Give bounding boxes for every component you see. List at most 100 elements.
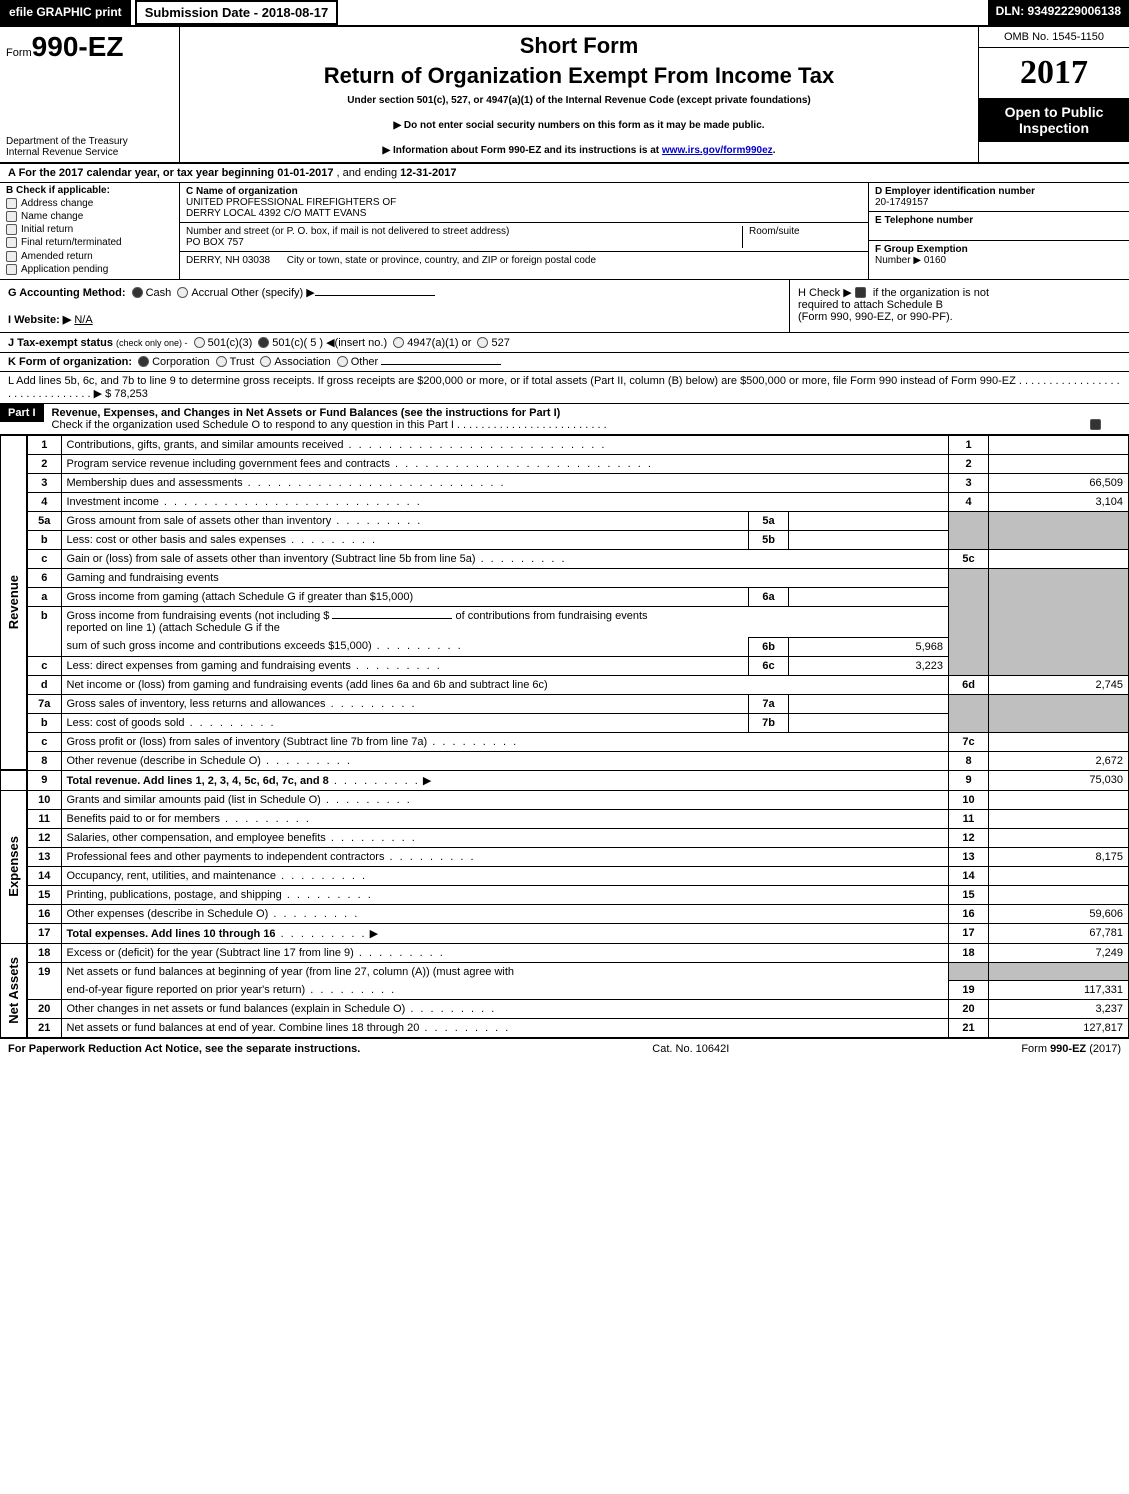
dots [390,458,653,470]
right-num: 5c [949,549,989,568]
chk-label: Address change [21,198,93,209]
shaded-cell [989,511,1129,549]
dots [185,717,276,729]
checkbox-icon [6,237,17,248]
line-a-pre: A For the 2017 calendar year, or tax yea… [8,167,277,179]
line-desc: Contributions, gifts, grants, and simila… [67,439,344,451]
table-row: d Net income or (loss) from gaming and f… [1,675,1129,694]
line-num: 3 [27,473,61,492]
opt-527: 527 [491,337,509,349]
radio-501c3-icon[interactable] [194,337,205,348]
fundraising-amount-input[interactable] [332,618,452,619]
right-num: 10 [949,790,989,809]
table-row: end-of-year figure reported on prior yea… [1,981,1129,1000]
checkbox-icon [6,211,17,222]
open-public-l2: Inspection [983,120,1125,136]
chk-amended-return[interactable]: Amended return [6,251,173,262]
side-label-netassets: Net Assets [1,943,28,1038]
dots [286,534,377,546]
line-num: 6 [27,568,61,587]
side-empty [1,770,28,790]
h-line3: (Form 990, 990-EZ, or 990-PF). [798,311,953,323]
header-left: Form990-EZ Department of the Treasury In… [0,27,180,162]
chk-schedule-o-icon[interactable] [1090,419,1101,430]
shaded-cell [989,694,1129,732]
form-header: Form990-EZ Department of the Treasury In… [0,27,1129,164]
line-desc: Less: cost of goods sold [67,717,185,729]
f-group-value: 0160 [924,255,946,266]
chk-h-icon[interactable] [855,287,866,298]
radio-4947-icon[interactable] [393,337,404,348]
e-label: E Telephone number [875,215,973,226]
line-num: 9 [27,770,61,790]
room-suite-label: Room/suite [749,226,800,237]
sub-value [789,713,949,732]
street-value: PO BOX 757 [186,237,244,248]
city-label: City or town, state or province, country… [287,255,596,266]
line-desc: Program service revenue including govern… [67,458,390,470]
form-prefix: Form [6,47,32,59]
other-k-input[interactable] [381,364,501,365]
line-desc: Less: direct expenses from gaming and fu… [67,660,351,672]
sub-value: 3,223 [789,656,949,675]
return-title: Return of Organization Exempt From Incom… [190,63,968,89]
line-num: 16 [27,904,61,923]
radio-527-icon[interactable] [477,337,488,348]
efile-print-button[interactable]: efile GRAPHIC print [0,0,131,25]
line-desc: Other revenue (describe in Schedule O) [67,755,261,767]
sub-num: 6c [749,656,789,675]
line-desc: Other expenses (describe in Schedule O) [67,908,269,920]
line-a-tax-year: A For the 2017 calendar year, or tax yea… [0,164,1129,183]
radio-501c-icon[interactable] [258,337,269,348]
radio-other-icon[interactable] [337,356,348,367]
line-num: 11 [27,809,61,828]
chk-final-return[interactable]: Final return/terminated [6,237,173,248]
line-value [989,885,1129,904]
col-def: D Employer identification number 20-1749… [869,183,1129,279]
dots [354,947,445,959]
chk-address-change[interactable]: Address change [6,198,173,209]
chk-application-pending[interactable]: Application pending [6,264,173,275]
line-value: 66,509 [989,473,1129,492]
right-num: 1 [949,435,989,454]
chk-name-change[interactable]: Name change [6,211,173,222]
chk-initial-return[interactable]: Initial return [6,224,173,235]
opt-other: Other (specify) ▶ [231,287,315,299]
dots [405,1003,496,1015]
g-label: G Accounting Method: [8,287,126,299]
header-center: Short Form Return of Organization Exempt… [180,27,979,162]
line-value: 3,104 [989,492,1129,511]
right-num: 4 [949,492,989,511]
line-num: 17 [27,923,61,943]
footer-right-pre: Form [1021,1043,1050,1055]
right-num: 3 [949,473,989,492]
line-num: 12 [27,828,61,847]
sub-value [789,587,949,606]
l-text: L Add lines 5b, 6c, and 7b to line 9 to … [8,375,1120,400]
radio-cash-icon[interactable] [132,287,143,298]
row-l-gross-receipts: L Add lines 5b, 6c, and 7b to line 9 to … [0,372,1129,404]
radio-corp-icon[interactable] [138,356,149,367]
radio-accrual-icon[interactable] [177,287,188,298]
form-number: Form990-EZ [6,31,173,63]
other-specify-input[interactable] [315,295,435,296]
col-b-checkboxes: B Check if applicable: Address change Na… [0,183,180,279]
sub-num: 5b [749,530,789,549]
footer-right-bold: 990-EZ [1050,1043,1086,1055]
header-right: OMB No. 1545-1150 2017 Open to Public In… [979,27,1129,162]
line-desc: Gross profit or (loss) from sales of inv… [67,736,428,748]
radio-assoc-icon[interactable] [260,356,271,367]
dots [326,832,417,844]
table-row: Revenue 1 Contributions, gifts, grants, … [1,435,1129,454]
dln-box: DLN: 93492229006138 [988,0,1129,25]
col-h-schedule-b: H Check ▶ if the organization is not req… [789,280,1129,332]
right-num: 20 [949,1000,989,1019]
form990ez-link[interactable]: www.irs.gov/form990ez [662,145,773,156]
table-row: 19 Net assets or fund balances at beginn… [1,962,1129,981]
line-desc: Total expenses. Add lines 10 through 16 [67,928,276,940]
sub-num: 7b [749,713,789,732]
radio-trust-icon[interactable] [216,356,227,367]
col-g-accounting: G Accounting Method: Cash Accrual Other … [0,280,789,332]
right-num: 9 [949,770,989,790]
e-phone-block: E Telephone number [869,212,1129,241]
